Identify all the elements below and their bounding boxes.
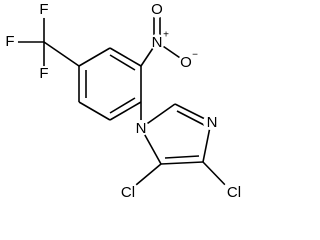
bond <box>109 47 142 67</box>
bond <box>78 101 111 121</box>
atom-label: N <box>136 120 147 137</box>
bond <box>109 101 142 121</box>
bond <box>78 47 111 67</box>
bond <box>164 155 200 159</box>
bond <box>109 54 136 71</box>
atom-label: N <box>207 114 218 131</box>
bond <box>109 97 136 114</box>
atom-backgrounds <box>2 2 244 203</box>
atom-label: O <box>151 1 163 18</box>
atom-label: F <box>39 65 48 82</box>
charge: − <box>192 50 198 61</box>
atom-labels: F F F N + O O − N N Cl Cl <box>5 1 241 201</box>
atom-label: F <box>5 33 14 50</box>
atom-label: Cl <box>227 184 241 201</box>
bond <box>176 110 207 127</box>
atom-label: Cl <box>121 184 135 201</box>
atom-label: F <box>39 1 48 18</box>
charge: + <box>163 30 169 41</box>
bond <box>160 161 204 165</box>
bonds <box>10 10 231 191</box>
structure-diagram: F F F N + O O − N N Cl Cl <box>2 0 244 203</box>
atom-label: N <box>152 34 163 51</box>
bond <box>43 41 80 67</box>
atom-label: O <box>180 54 192 71</box>
